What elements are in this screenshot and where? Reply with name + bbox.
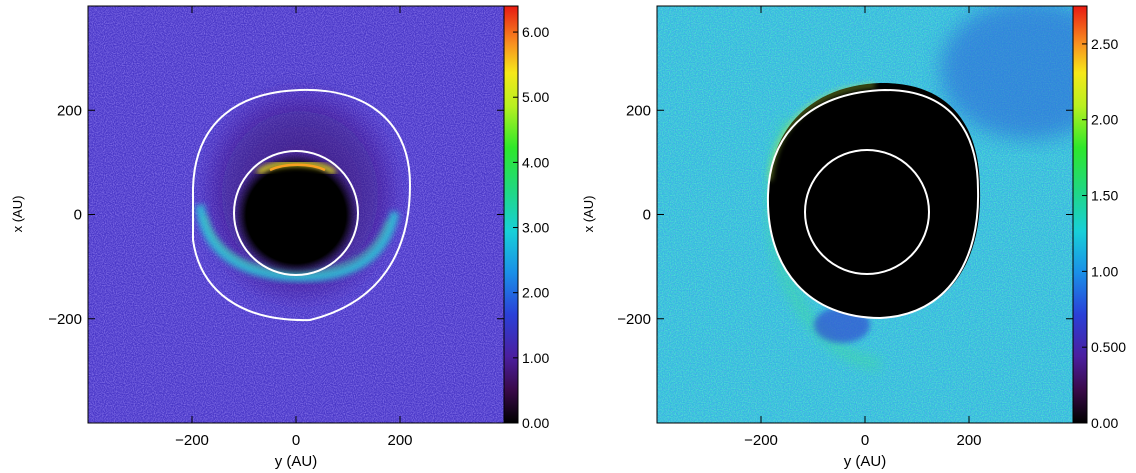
panel-right: −200 0 200 200 0 −200 y (AU) x (AU) 0.00 0.50… — [581, 0, 1126, 470]
y-axis-label-right: x (AU) — [581, 196, 596, 233]
x-tick-label-right-0: −200 — [744, 432, 778, 449]
colorbar-tick-label-left-6: 6.00 — [522, 24, 549, 40]
x-tick-label-left-2: 200 — [387, 432, 412, 449]
y-tick-label-left-0: 200 — [57, 102, 82, 119]
heatmap-right-cavity — [768, 83, 980, 318]
colorbar-tick-label-right-3: 1.50 — [1091, 188, 1118, 204]
panel-left: −200 0 200 200 0 −200 y (AU) x (AU) 0.00 1.00… — [10, 6, 549, 470]
colorbar-tick-label-left-3: 3.00 — [522, 220, 549, 236]
colorbar-tick-label-right-2: 1.00 — [1091, 263, 1118, 279]
y-axis-label-left: x (AU) — [10, 196, 25, 233]
x-axis-label-right: y (AU) — [844, 453, 887, 470]
colorbar-left — [504, 6, 518, 423]
x-tick-label-left-0: −200 — [175, 432, 209, 449]
colorbar-right — [1073, 6, 1087, 423]
x-tick-label-left-1: 0 — [292, 432, 300, 449]
colorbar-tick-label-left-5: 5.00 — [522, 89, 549, 105]
y-tick-label-left-2: −200 — [48, 311, 82, 328]
heatmap-left — [88, 6, 504, 423]
colorbar-tick-label-right-5: 2.50 — [1091, 36, 1118, 52]
y-tick-label-right-1: 0 — [643, 207, 651, 224]
colorbar-tick-label-left-2: 2.00 — [522, 285, 549, 301]
x-tick-label-right-1: 0 — [861, 432, 869, 449]
y-tick-label-left-1: 0 — [74, 207, 82, 224]
y-tick-label-right-2: −200 — [617, 311, 651, 328]
colorbar-tick-label-left-1: 1.00 — [522, 350, 549, 366]
colorbar-right-ticks: 0.00 0.500 1.00 1.50 2.00 2.50 — [1082, 36, 1126, 431]
x-axis-label-left: y (AU) — [275, 453, 318, 470]
x-tick-label-right-2: 200 — [956, 432, 981, 449]
colorbar-tick-label-right-1: 0.500 — [1091, 339, 1126, 355]
y-tick-label-right-0: 200 — [626, 102, 651, 119]
heatmap-right — [657, 0, 1120, 423]
colorbar-tick-label-left-4: 4.00 — [522, 154, 549, 170]
colorbar-tick-label-left-0: 0.00 — [522, 415, 549, 431]
colorbar-tick-label-right-4: 2.00 — [1091, 112, 1118, 128]
colorbar-tick-label-right-0: 0.00 — [1091, 415, 1118, 431]
